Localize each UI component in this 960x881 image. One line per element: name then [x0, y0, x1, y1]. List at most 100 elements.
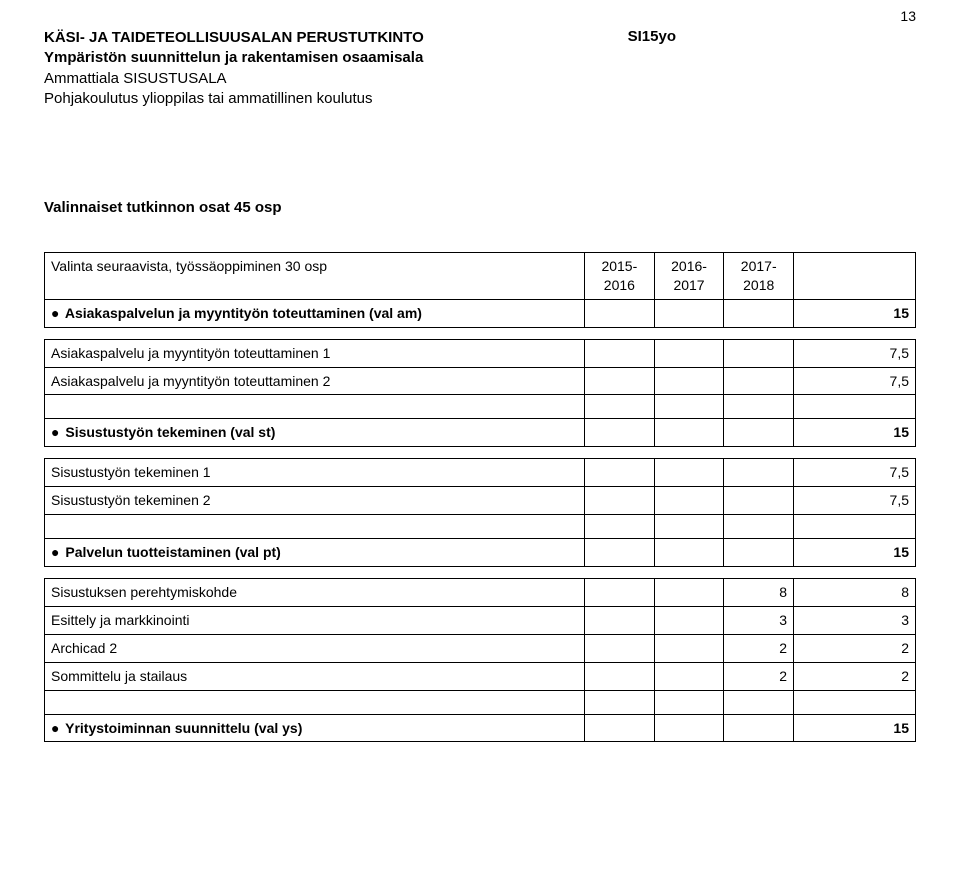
empty-cell	[654, 606, 724, 634]
empty-cell	[585, 459, 655, 487]
row-label: Archicad 2	[45, 634, 585, 662]
table-row: Archicad 2 2 2	[45, 634, 916, 662]
bullet-icon: ●	[51, 424, 59, 440]
empty-cell	[585, 299, 655, 327]
value-cell: 15	[794, 299, 916, 327]
value-cell: 7,5	[794, 487, 916, 515]
section-title: Valinnaiset tutkinnon osat 45 osp	[44, 199, 916, 216]
empty-cell	[724, 395, 794, 419]
label-text: Yritystoiminnan suunnittelu (val ys)	[65, 720, 302, 736]
empty-cell	[654, 662, 724, 690]
table-row: Sisustuksen perehtymiskohde 8 8	[45, 579, 916, 607]
table-row	[45, 395, 916, 419]
period-cell: 2015- 2016	[585, 253, 655, 300]
header-line-4: Pohjakoulutus ylioppilas tai ammatilline…	[44, 89, 916, 109]
row-label: ● Palvelun tuotteistaminen (val pt)	[45, 539, 585, 567]
empty-cell	[654, 339, 724, 367]
empty-cell	[654, 634, 724, 662]
empty-cell	[45, 690, 585, 714]
table-row: Sommittelu ja stailaus 2 2	[45, 662, 916, 690]
row-label: Asiakaspalvelu ja myyntityön toteuttamin…	[45, 367, 585, 395]
row-label: ● Asiakaspalvelun ja myyntityön toteutta…	[45, 299, 585, 327]
empty-cell	[585, 579, 655, 607]
value-cell: 7,5	[794, 367, 916, 395]
table-row: Sisustustyön tekeminen 1 7,5	[45, 459, 916, 487]
empty-cell	[724, 367, 794, 395]
header-code: SI15yo	[628, 28, 676, 45]
empty-cell	[654, 539, 724, 567]
row-label: Valinta seuraavista, työssäoppiminen 30 …	[45, 253, 585, 300]
table-row: ● Asiakaspalvelun ja myyntityön toteutta…	[45, 299, 916, 327]
empty-cell	[654, 579, 724, 607]
empty-cell	[585, 634, 655, 662]
label-text: Sisustustyön tekeminen (val st)	[65, 424, 275, 440]
value-cell: 3	[724, 606, 794, 634]
period-end: 2017	[673, 277, 704, 293]
empty-cell	[585, 714, 655, 742]
empty-cell	[724, 339, 794, 367]
value-cell: 2	[724, 634, 794, 662]
spacer-row	[45, 327, 916, 339]
empty-cell	[724, 690, 794, 714]
row-label: ● Yritystoiminnan suunnittelu (val ys)	[45, 714, 585, 742]
bullet-icon: ●	[51, 720, 59, 736]
period-start: 2017-	[741, 258, 777, 274]
row-label: Sisustustyön tekeminen 2	[45, 487, 585, 515]
period-end: 2018	[743, 277, 774, 293]
period-cell: 2016- 2017	[654, 253, 724, 300]
table-row: Valinta seuraavista, työssäoppiminen 30 …	[45, 253, 916, 300]
page-number: 13	[900, 8, 916, 24]
period-cell: 2017- 2018	[724, 253, 794, 300]
header-line-2: Ympäristön suunnittelun ja rakentamisen …	[44, 48, 916, 68]
empty-cell	[654, 459, 724, 487]
empty-cell	[724, 419, 794, 447]
value-cell: 15	[794, 714, 916, 742]
bullet-icon: ●	[51, 544, 59, 560]
empty-cell	[654, 714, 724, 742]
value-cell: 15	[794, 419, 916, 447]
empty-cell	[654, 515, 724, 539]
table-row: Asiakaspalvelu ja myyntityön toteuttamin…	[45, 339, 916, 367]
table-row: ● Sisustustyön tekeminen (val st) 15	[45, 419, 916, 447]
empty-cell	[724, 539, 794, 567]
row-label: Esittely ja markkinointi	[45, 606, 585, 634]
value-cell: 2	[794, 634, 916, 662]
spacer-row	[45, 567, 916, 579]
period-start: 2016-	[671, 258, 707, 274]
empty-cell	[585, 339, 655, 367]
value-cell: 8	[724, 579, 794, 607]
empty-cell	[585, 487, 655, 515]
row-label: Sommittelu ja stailaus	[45, 662, 585, 690]
table-row: Esittely ja markkinointi 3 3	[45, 606, 916, 634]
empty-cell	[585, 515, 655, 539]
period-start: 2015-	[601, 258, 637, 274]
empty-cell	[724, 487, 794, 515]
empty-cell	[654, 367, 724, 395]
value-cell: 15	[794, 539, 916, 567]
row-label: ● Sisustustyön tekeminen (val st)	[45, 419, 585, 447]
table-row	[45, 515, 916, 539]
empty-cell	[794, 395, 916, 419]
table-row	[45, 690, 916, 714]
empty-cell	[585, 690, 655, 714]
empty-cell	[724, 299, 794, 327]
empty-cell	[794, 690, 916, 714]
empty-cell	[585, 367, 655, 395]
curriculum-table: Valinta seuraavista, työssäoppiminen 30 …	[44, 252, 916, 742]
empty-cell	[585, 539, 655, 567]
value-cell: 8	[794, 579, 916, 607]
row-label: Sisustuksen perehtymiskohde	[45, 579, 585, 607]
value-cell: 7,5	[794, 459, 916, 487]
table-row: ● Yritystoiminnan suunnittelu (val ys) 1…	[45, 714, 916, 742]
period-end: 2016	[604, 277, 635, 293]
header-title: KÄSI- JA TAIDETEOLLISUUSALAN PERUSTUTKIN…	[44, 28, 916, 48]
empty-cell	[794, 515, 916, 539]
empty-cell	[585, 662, 655, 690]
empty-cell	[585, 606, 655, 634]
empty-cell	[585, 395, 655, 419]
empty-cell	[654, 690, 724, 714]
row-label: Asiakaspalvelu ja myyntityön toteuttamin…	[45, 339, 585, 367]
header-line-3: Ammattiala SISUSTUSALA	[44, 69, 916, 89]
value-cell: 2	[794, 662, 916, 690]
row-label: Sisustustyön tekeminen 1	[45, 459, 585, 487]
